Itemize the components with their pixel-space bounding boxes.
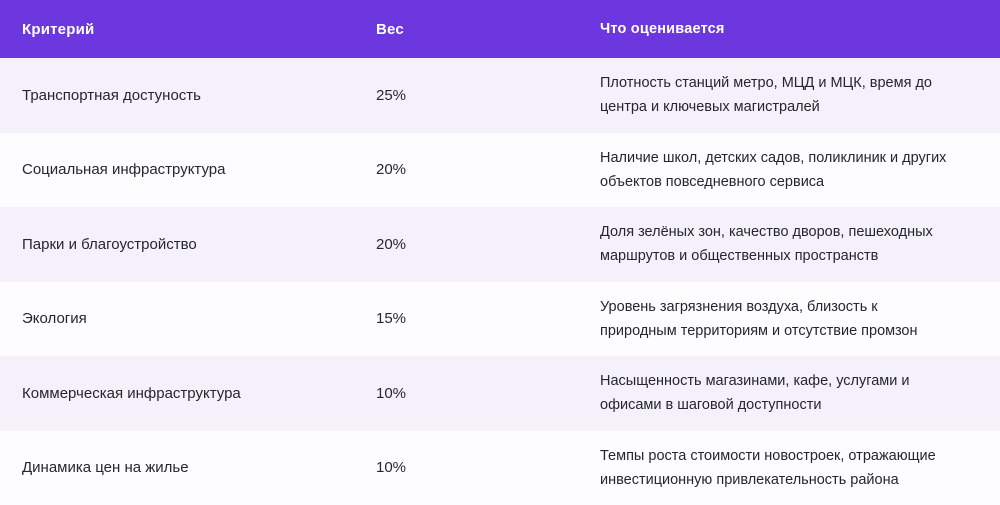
criterion-cell: Социальная инфраструктура [22, 161, 226, 179]
weight-cell: 10% [376, 459, 407, 477]
description-cell: Темпы роста стоимости новостроек, отража… [600, 447, 936, 488]
column-header-description: Что оценивается [600, 21, 725, 37]
column-header-weight: Вес [376, 20, 404, 38]
table-header-row: Критерий Вес Что оценивается [0, 0, 1000, 58]
weight-cell: 15% [376, 310, 407, 328]
description-cell: Уровень загрязнения воздуха, близость к … [600, 298, 918, 339]
weight-cell: 20% [376, 235, 407, 253]
table-row: Социальная инфраструктура 20% Наличие шк… [0, 132, 1000, 207]
table-row: Динамика цен на жилье 10% Темпы роста ст… [0, 430, 1000, 505]
criterion-cell: Транспортная достуность [22, 86, 201, 104]
criterion-cell: Динамика цен на жилье [22, 459, 189, 477]
description-cell: Насыщенность магазинами, кафе, услугами … [600, 373, 910, 414]
table-row: Коммерческая инфраструктура 10% Насыщенн… [0, 356, 1000, 431]
table-row: Экология 15% Уровень загрязнения воздуха… [0, 281, 1000, 356]
criterion-cell: Экология [22, 310, 87, 328]
table-row: Транспортная достуность 25% Плотность ст… [0, 58, 1000, 133]
table-row: Парки и благоустройство 20% Доля зелёных… [0, 207, 1000, 282]
weight-cell: 20% [376, 161, 407, 179]
column-header-criterion: Критерий [22, 20, 95, 38]
description-cell: Плотность станций метро, МЦД и МЦК, врем… [600, 75, 932, 116]
criterion-cell: Коммерческая инфраструктура [22, 384, 241, 402]
description-cell: Наличие школ, детских садов, поликлиник … [600, 149, 947, 190]
description-cell: Доля зелёных зон, качество дворов, пешех… [600, 224, 933, 265]
weight-cell: 25% [376, 86, 407, 104]
criterion-cell: Парки и благоустройство [22, 235, 197, 253]
weight-cell: 10% [376, 384, 407, 402]
